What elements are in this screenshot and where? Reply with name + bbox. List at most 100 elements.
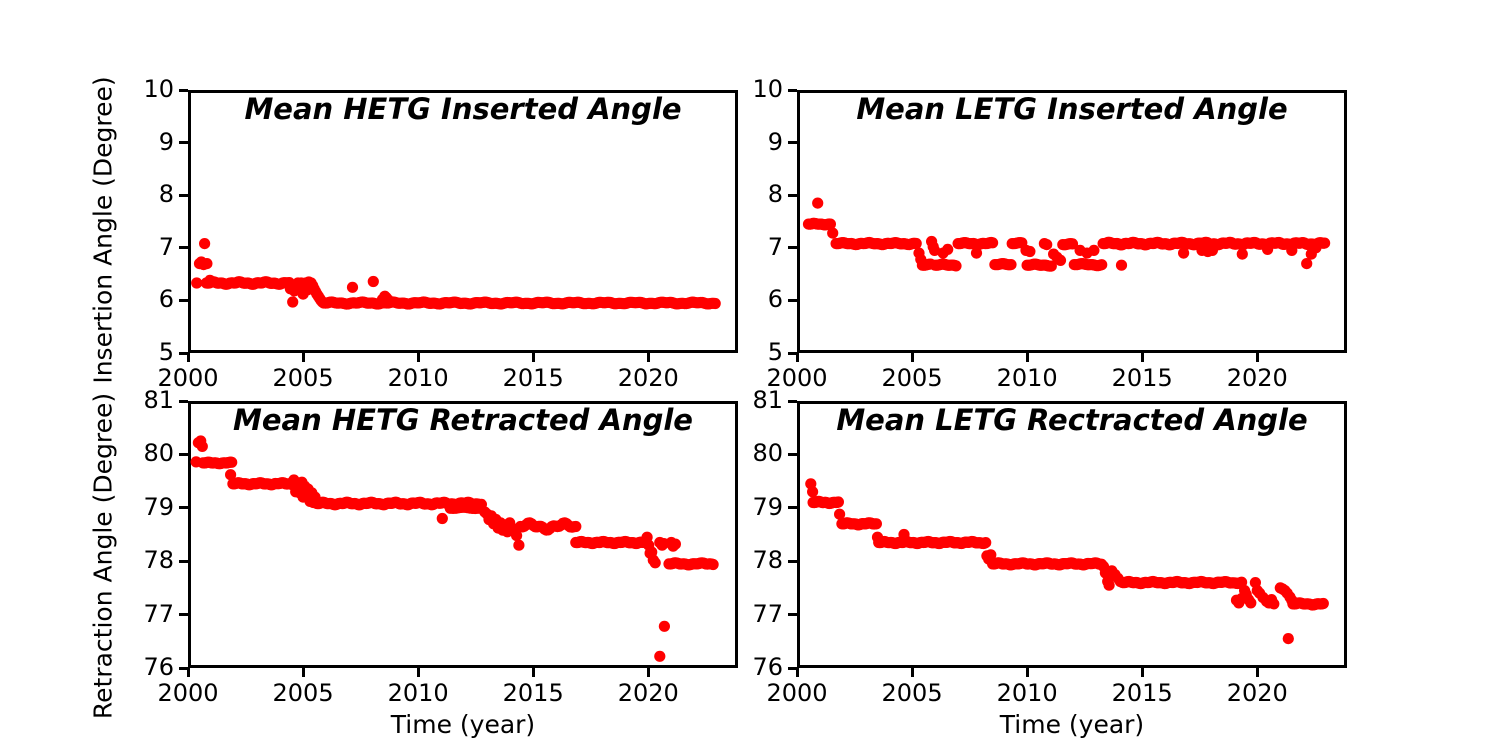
y-tick-mark [788, 193, 797, 197]
y-tick-label: 77 [143, 599, 174, 628]
y-tick-mark [788, 298, 797, 302]
x-tick-label: 2000 [157, 364, 219, 392]
y-tick-mark [179, 351, 188, 355]
y-tick-label: 9 [158, 127, 174, 156]
y-tick-mark [179, 193, 188, 197]
y-tick-label: 80 [143, 439, 174, 468]
x-tick-label: 2020 [1226, 364, 1288, 392]
x-tick-mark [646, 668, 650, 677]
x-tick-label: 2000 [766, 364, 828, 392]
scatter-points [190, 435, 719, 662]
scatter-points [805, 478, 1329, 645]
scatter-points [802, 197, 1331, 272]
x-tick-label: 2000 [157, 679, 219, 707]
x-tick-mark [1025, 353, 1029, 362]
x-tick-mark [301, 353, 305, 362]
x-tick-mark [531, 668, 535, 677]
y-tick-mark [179, 613, 188, 617]
y-tick-label: 80 [752, 439, 783, 468]
plot-frame [188, 90, 738, 353]
panel-letg-retracted: Mean LETG Rectracted Angle Time (year) 2… [752, 386, 1347, 739]
y-tick-mark [179, 666, 188, 670]
y-tick-mark [179, 452, 188, 456]
y-tick-label: 8 [767, 180, 783, 209]
x-tick-label: 2005 [272, 679, 334, 707]
y-tick-label: 5 [158, 338, 174, 366]
x-tick-label: 2020 [617, 364, 679, 392]
plot-frame [797, 90, 1347, 353]
y-tick-mark [788, 351, 797, 355]
y-tick-label: 78 [143, 546, 174, 575]
y-tick-label: 77 [752, 599, 783, 628]
x-tick-label: 2010 [387, 679, 449, 707]
x-tick-label: 2015 [502, 679, 564, 707]
x-tick-label: 2005 [881, 364, 943, 392]
y-tick-label: 76 [143, 653, 174, 681]
x-tick-mark [416, 353, 420, 362]
y-tick-label: 6 [767, 285, 783, 314]
y-tick-mark [179, 298, 188, 302]
x-axis-label-time: Time (year) [999, 710, 1145, 739]
x-tick-label: 2015 [1111, 364, 1173, 392]
x-tick-label: 2010 [996, 364, 1058, 392]
y-tick-label: 9 [767, 127, 783, 156]
plot-frame [188, 401, 738, 668]
plot-frame [797, 401, 1347, 668]
y-tick-mark [788, 452, 797, 456]
y-tick-mark [179, 141, 188, 145]
x-tick-mark [186, 353, 190, 362]
x-tick-label: 2015 [1111, 679, 1173, 707]
y-tick-label: 7 [767, 232, 783, 261]
x-tick-label: 2005 [881, 679, 943, 707]
x-tick-mark [1255, 353, 1259, 362]
y-tick-mark [788, 559, 797, 563]
y-tick-label: 8 [158, 180, 174, 209]
y-tick-mark [788, 399, 797, 403]
plot-title-letg-inserted: Mean LETG Inserted Angle [856, 92, 1288, 126]
x-tick-mark [646, 353, 650, 362]
x-tick-label: 2000 [766, 679, 828, 707]
panel-hetg-retracted: Mean HETG Retracted Angle Time (year) 20… [143, 386, 738, 739]
x-tick-mark [1140, 353, 1144, 362]
x-tick-mark [1255, 668, 1259, 677]
y-tick-label: 78 [752, 546, 783, 575]
y-tick-label: 7 [158, 232, 174, 261]
x-tick-label: 2020 [1226, 679, 1288, 707]
y-tick-mark [788, 666, 797, 670]
x-tick-mark [531, 353, 535, 362]
x-tick-mark [910, 353, 914, 362]
y-tick-label: 10 [752, 75, 783, 103]
x-tick-mark [1025, 668, 1029, 677]
y-tick-mark [788, 246, 797, 250]
x-tick-mark [1140, 668, 1144, 677]
y-tick-label: 5 [767, 338, 783, 366]
y-tick-mark [179, 399, 188, 403]
y-tick-mark [179, 506, 188, 510]
x-tick-mark [186, 668, 190, 677]
x-tick-mark [795, 668, 799, 677]
y-tick-mark [179, 88, 188, 92]
plot-title-hetg-retracted: Mean HETG Retracted Angle [233, 403, 693, 437]
scatter-points [191, 238, 721, 310]
y-tick-label: 81 [752, 386, 783, 414]
x-axis-label-time: Time (year) [390, 710, 536, 739]
x-tick-label: 2020 [617, 679, 679, 707]
y-tick-label: 6 [158, 285, 174, 314]
x-tick-mark [910, 668, 914, 677]
y-tick-label: 81 [143, 386, 174, 414]
y-tick-label: 10 [143, 75, 174, 103]
y-tick-label: 76 [752, 653, 783, 681]
x-tick-label: 2015 [502, 364, 564, 392]
x-tick-mark [416, 668, 420, 677]
y-tick-mark [788, 88, 797, 92]
y-tick-mark [788, 141, 797, 145]
y-tick-label: 79 [143, 492, 174, 521]
y-tick-label: 79 [752, 492, 783, 521]
y-tick-mark [788, 506, 797, 510]
x-tick-label: 2005 [272, 364, 334, 392]
panel-letg-inserted: Mean LETG Inserted Angle 2000 2005 2010 201… [752, 75, 1347, 392]
plot-title-letg-retracted: Mean LETG Rectracted Angle [836, 403, 1308, 437]
plot-title-hetg-inserted: Mean HETG Inserted Angle [244, 92, 682, 126]
y-tick-mark [179, 559, 188, 563]
